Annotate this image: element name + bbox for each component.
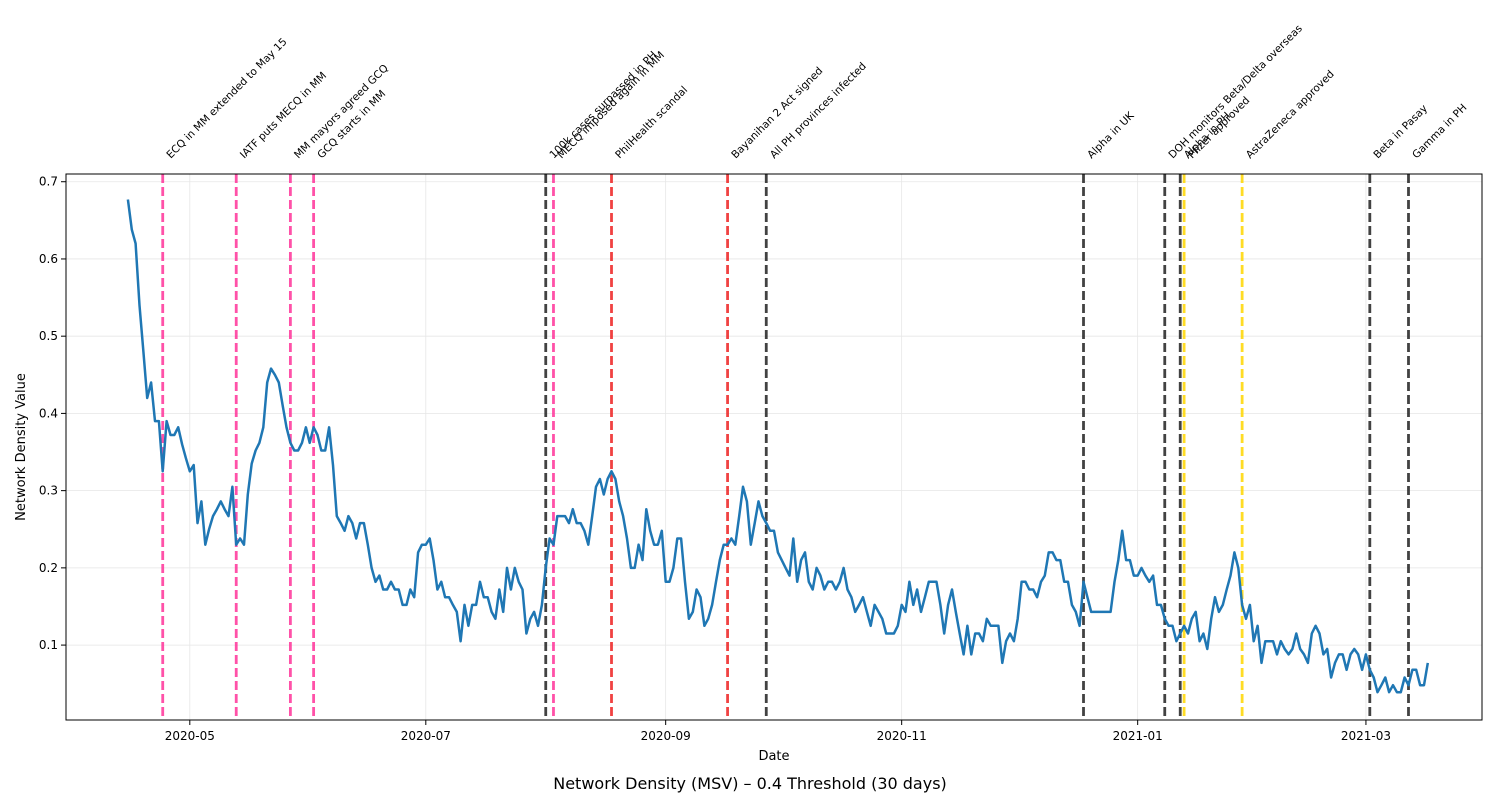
x-tick-label: 2020-07 <box>401 729 451 743</box>
y-tick-label: 0.3 <box>39 484 58 498</box>
x-axis-label: Date <box>758 749 789 764</box>
y-tick-label: 0.5 <box>39 329 58 343</box>
event-label: MM mayors agreed GCQ <box>292 62 391 161</box>
event-label: DOH monitors Beta/Delta overseas <box>1166 23 1304 161</box>
x-tick-label: 2020-05 <box>165 729 215 743</box>
event-label: ECQ in MM extended to May 15 <box>164 36 289 161</box>
x-tick-label: 2021-01 <box>1113 729 1163 743</box>
plot-area-frame <box>65 173 1483 721</box>
y-tick-label: 0.2 <box>39 561 58 575</box>
y-tick-label: 0.1 <box>39 638 58 652</box>
y-axis-label: Network Density Value <box>14 373 29 521</box>
event-label: AstraZeneca approved <box>1244 68 1337 161</box>
x-tick-label: 2021-03 <box>1341 729 1391 743</box>
y-tick-label: 0.7 <box>39 175 58 189</box>
y-tick-label: 0.4 <box>39 406 58 420</box>
event-label: Alpha in UK <box>1085 109 1137 161</box>
event-markers <box>161 174 1410 720</box>
y-axis-ticks: 0.1 0.2 0.3 0.4 0.5 0.6 0.7 <box>39 175 66 652</box>
event-label: IATF puts MECQ in MM <box>238 70 329 161</box>
x-tick-label: 2020-09 <box>641 729 691 743</box>
x-tick-label: 2020-11 <box>877 729 927 743</box>
chart-title: Network Density (MSV) – 0.4 Threshold (3… <box>553 774 947 793</box>
x-axis-ticks: 2020-05 2020-07 2020-09 2020-11 2021-01 2021-… <box>165 720 1391 743</box>
density-series-line <box>126 199 1430 694</box>
event-label: MECQ imposed again in MM <box>555 49 667 161</box>
grid <box>66 174 1482 720</box>
y-tick-label: 0.6 <box>39 252 58 266</box>
